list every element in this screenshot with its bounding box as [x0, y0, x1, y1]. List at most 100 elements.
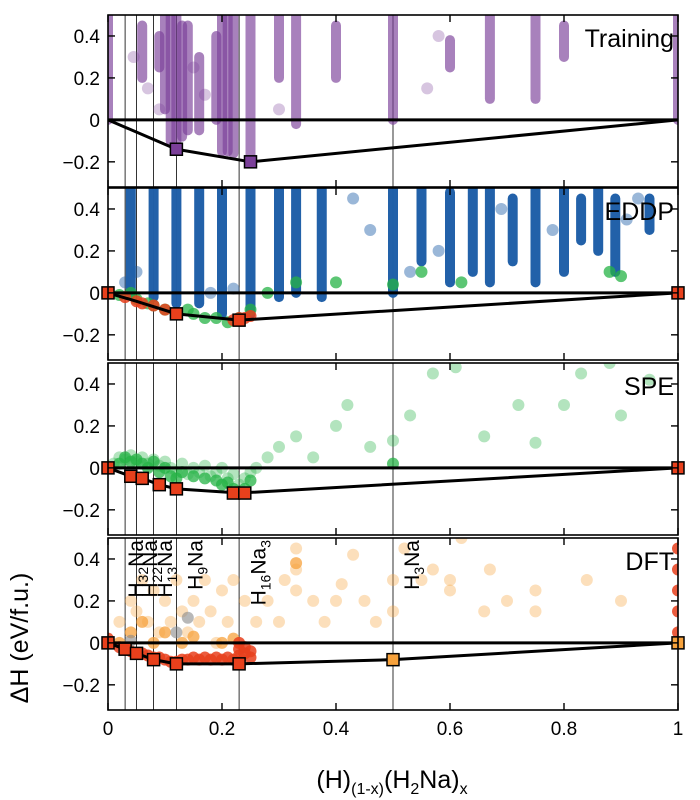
- data-point: [449, 363, 462, 374]
- data-point: [127, 50, 140, 63]
- phase-label-part: Na: [247, 547, 270, 574]
- data-point: [113, 615, 126, 628]
- data-point: [330, 594, 342, 607]
- data-point: [404, 409, 417, 422]
- hull-marker: [386, 652, 400, 667]
- data-point: [307, 594, 320, 607]
- data-point: [290, 584, 303, 597]
- data-point: [187, 61, 200, 74]
- data-point: [432, 29, 445, 42]
- y-tick-label: 0: [89, 634, 100, 655]
- data-column: [445, 35, 455, 73]
- data-column: [530, 15, 541, 104]
- x-tick-label: 0.8: [551, 719, 577, 740]
- data-column: [245, 188, 256, 319]
- data-point: [529, 605, 542, 618]
- data-column: [291, 188, 302, 298]
- y-tick-label: −0.2: [62, 501, 100, 522]
- y-tick-label: 0: [89, 459, 100, 480]
- panel-label: DFT: [625, 548, 674, 576]
- data-column: [245, 15, 256, 165]
- phase-label: H22Na: [139, 540, 165, 598]
- phase-label: H32Na: [125, 540, 151, 598]
- phase-label-part: Na: [139, 540, 162, 567]
- data-point: [501, 594, 513, 607]
- data-point: [330, 419, 342, 432]
- phase-label-part: Na: [185, 540, 208, 567]
- series-spe-structures: [108, 363, 656, 491]
- data-column: [445, 188, 455, 288]
- data-point: [193, 615, 206, 628]
- series-dft-structures-dense-: [113, 557, 303, 649]
- data-point: [432, 244, 445, 257]
- data-point: [164, 615, 177, 628]
- y-tick-label: 0.4: [74, 27, 101, 48]
- data-point: [335, 578, 348, 591]
- data-point: [159, 626, 171, 639]
- data-point: [478, 605, 491, 618]
- x-tick-label: 0.6: [437, 719, 463, 740]
- data-point: [347, 548, 360, 561]
- hull-marker: [129, 646, 144, 661]
- data-point: [130, 605, 143, 618]
- data-point: [204, 605, 217, 618]
- convex-hull-line: [108, 118, 678, 164]
- phase-label-part: 13: [164, 567, 180, 583]
- data-point: [620, 213, 633, 226]
- hull-marker: [152, 477, 167, 492]
- hull-marker: [243, 155, 258, 169]
- data-point: [672, 605, 678, 618]
- hull-marker: [118, 642, 132, 656]
- data-point: [181, 611, 194, 624]
- data-point: [387, 605, 399, 618]
- hull-marker: [169, 142, 184, 156]
- x-tick-label: 1: [673, 719, 684, 740]
- panel-frame: [107, 362, 679, 536]
- data-point: [307, 451, 320, 464]
- phase-label-part: Na: [154, 540, 177, 567]
- hull-marker: [124, 469, 138, 484]
- y-tick-label: 0: [89, 111, 100, 132]
- data-point: [261, 451, 274, 464]
- data-point: [136, 615, 149, 628]
- data-point: [273, 103, 285, 116]
- hull-marker: [169, 307, 184, 321]
- y-tick-label: −0.2: [62, 326, 100, 347]
- data-point: [643, 373, 656, 386]
- data-point: [558, 398, 570, 411]
- data-point: [512, 398, 525, 411]
- data-point: [415, 265, 428, 278]
- data-column: [559, 188, 569, 277]
- axis-labels: ΔH (eV/f.u.) (H)(1-x)(H2Na)x: [6, 573, 468, 798]
- data-point: [198, 459, 211, 472]
- data-point: [387, 434, 399, 447]
- panel-training: −0.2 0 0.2 0.4 Training: [62, 14, 679, 188]
- panel-frame: [107, 14, 679, 188]
- data-point: [318, 615, 331, 628]
- data-point: [198, 88, 211, 101]
- phase-label-part: 3: [257, 540, 273, 548]
- data-point: [244, 645, 257, 658]
- data-column: [171, 188, 182, 309]
- data-column: [125, 188, 136, 298]
- data-column: [673, 15, 678, 125]
- data-column: [559, 20, 569, 62]
- data-point: [483, 563, 496, 576]
- data-point: [141, 82, 154, 95]
- phase-label-part: H: [139, 582, 162, 597]
- data-column: [484, 15, 495, 104]
- data-point: [358, 594, 371, 607]
- data-column: [217, 188, 227, 319]
- phase-label-part: 9: [195, 567, 211, 575]
- data-point: [119, 276, 132, 289]
- panel-label: EDDP: [605, 198, 674, 226]
- data-point: [455, 538, 468, 544]
- x-tick-label: 0: [103, 719, 114, 740]
- data-point: [170, 573, 183, 586]
- plot-area: [108, 363, 678, 535]
- data-column: [228, 15, 239, 159]
- data-column: [137, 20, 148, 83]
- data-column: [291, 15, 302, 130]
- data-column: [467, 188, 478, 277]
- data-point: [672, 542, 678, 555]
